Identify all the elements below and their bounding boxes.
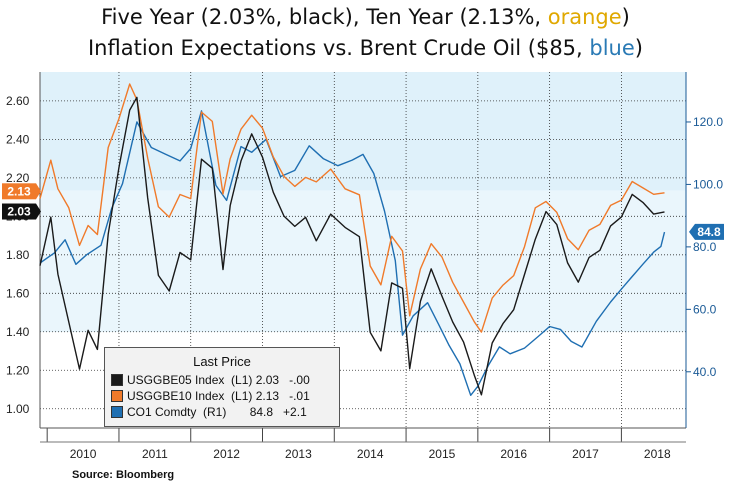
y-left-tick-label: 1.40: [6, 325, 30, 339]
y-right-tick-label: 40.0: [693, 365, 717, 379]
legend-swatch-ten-year: [111, 390, 123, 402]
badge-oil-label: 84.8: [697, 225, 721, 239]
badge-ten-year-label: 2.13: [7, 184, 31, 198]
legend-swatch-five-year: [111, 374, 123, 386]
badge-ten-year: [2, 183, 36, 200]
x-tick-label: 2011: [142, 447, 168, 461]
chart-title-line1: Five Year (2.03%, black), Ten Year (2.13…: [101, 5, 630, 29]
x-tick-label: 2010: [70, 447, 97, 461]
x-tick-label: 2012: [213, 447, 240, 461]
x-tick-label: 2015: [429, 447, 456, 461]
badge-five-year-label: 2.03: [7, 205, 31, 219]
legend-row-ten-year: USGGBE10 Index (L1) 2.13 -.01: [105, 388, 339, 404]
legend-header: Last Price: [193, 354, 251, 369]
badge-five-year-arrow: [36, 203, 41, 220]
shaded-band-inner: [40, 190, 686, 331]
badge-five-year: [2, 203, 36, 220]
y-left-tick-label: 2.20: [6, 171, 30, 185]
title-blue-word: blue: [589, 36, 635, 60]
y-left-tick-label: 2.60: [6, 94, 30, 108]
y-left-tick-label: 2.40: [6, 132, 30, 146]
chart-title-line2: Inflation Expectations vs. Brent Crude O…: [87, 36, 643, 60]
y-right-tick-label: 100.0: [693, 177, 723, 191]
legend: Last Price USGGBE05 Index (L1) 2.03 -.00…: [104, 347, 340, 427]
x-tick-label: 2014: [357, 447, 384, 461]
source-note: Source: Bloomberg: [72, 469, 175, 481]
y-left-tick-label: 1.80: [6, 248, 30, 262]
y-left-tick-label: 1.20: [6, 363, 30, 377]
badge-ten-year-arrow: [36, 183, 41, 200]
legend-row-oil: CO1 Comdty (R1) 84.8 +2.1: [105, 404, 339, 420]
series-line-five-year: [39, 96, 665, 396]
title-orange-word: orange: [547, 5, 622, 29]
x-tick-label: 2017: [572, 447, 599, 461]
y-right-tick-label: 80.0: [693, 240, 717, 254]
y-right-tick-label: 120.0: [693, 115, 723, 129]
x-tick-label: 2018: [644, 447, 671, 461]
y-left-tick-label: 1.00: [6, 402, 30, 416]
series-line-ten-year: [39, 83, 665, 333]
series-line-oil: [39, 110, 666, 396]
y-left-tick-label: 1.60: [6, 286, 30, 300]
x-tick-label: 2016: [500, 447, 527, 461]
legend-swatch-oil: [111, 406, 123, 418]
legend-row-five-year: USGGBE05 Index (L1) 2.03 -.00: [105, 372, 339, 388]
y-right-tick-label: 60.0: [693, 302, 717, 316]
badge-oil: [689, 223, 724, 240]
x-tick-label: 2013: [285, 447, 312, 461]
